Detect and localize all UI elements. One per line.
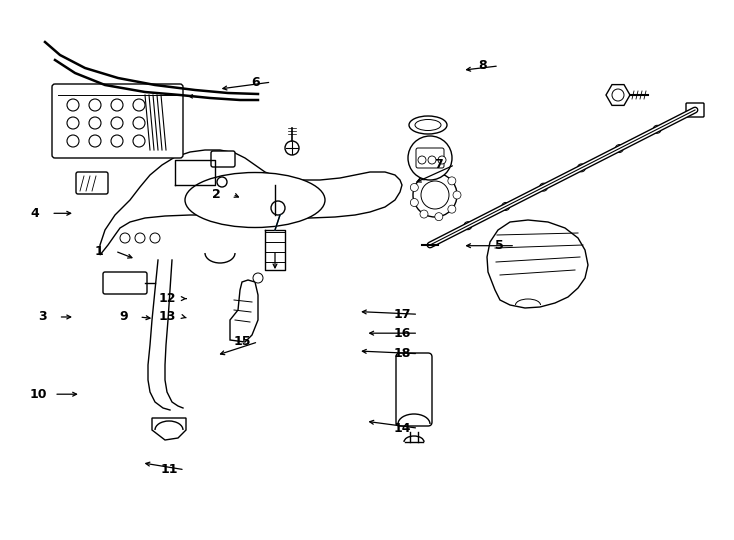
- Circle shape: [448, 177, 456, 185]
- Circle shape: [464, 222, 472, 230]
- Text: 15: 15: [233, 335, 251, 348]
- Circle shape: [453, 191, 461, 199]
- Circle shape: [111, 99, 123, 111]
- Circle shape: [612, 89, 624, 101]
- FancyBboxPatch shape: [76, 172, 108, 194]
- Polygon shape: [152, 418, 186, 440]
- FancyBboxPatch shape: [103, 272, 147, 294]
- Circle shape: [578, 164, 586, 172]
- Circle shape: [420, 172, 428, 180]
- Text: 12: 12: [159, 292, 176, 305]
- Circle shape: [615, 145, 623, 153]
- Circle shape: [502, 202, 509, 211]
- Circle shape: [89, 135, 101, 147]
- FancyBboxPatch shape: [211, 151, 235, 167]
- Text: 3: 3: [38, 310, 47, 323]
- Text: 7: 7: [435, 158, 443, 171]
- Text: 11: 11: [160, 463, 178, 476]
- Circle shape: [539, 183, 548, 191]
- Circle shape: [217, 177, 227, 187]
- Text: 17: 17: [393, 308, 411, 321]
- Circle shape: [89, 117, 101, 129]
- Circle shape: [133, 117, 145, 129]
- Text: 8: 8: [479, 59, 487, 72]
- Ellipse shape: [415, 119, 441, 131]
- Text: 18: 18: [393, 347, 411, 360]
- Polygon shape: [230, 280, 258, 342]
- Circle shape: [133, 99, 145, 111]
- Text: 2: 2: [212, 188, 221, 201]
- Text: 9: 9: [119, 310, 128, 323]
- Circle shape: [438, 156, 446, 164]
- Circle shape: [111, 117, 123, 129]
- Circle shape: [408, 136, 452, 180]
- Circle shape: [413, 173, 457, 217]
- Text: 4: 4: [31, 207, 40, 220]
- Circle shape: [285, 141, 299, 155]
- Circle shape: [448, 205, 456, 213]
- Text: 14: 14: [393, 422, 411, 435]
- Polygon shape: [100, 150, 402, 255]
- Circle shape: [111, 135, 123, 147]
- Circle shape: [89, 99, 101, 111]
- Circle shape: [435, 213, 443, 221]
- Polygon shape: [487, 220, 588, 308]
- Circle shape: [420, 210, 428, 218]
- Circle shape: [421, 181, 449, 209]
- Text: 1: 1: [95, 245, 103, 258]
- FancyBboxPatch shape: [686, 103, 704, 117]
- Circle shape: [67, 117, 79, 129]
- FancyBboxPatch shape: [52, 84, 183, 158]
- Circle shape: [428, 156, 436, 164]
- Text: 16: 16: [393, 327, 411, 340]
- Circle shape: [150, 233, 160, 243]
- Circle shape: [418, 156, 426, 164]
- Circle shape: [67, 135, 79, 147]
- Text: 6: 6: [251, 76, 260, 89]
- Circle shape: [253, 273, 263, 283]
- Text: 5: 5: [495, 239, 504, 252]
- Circle shape: [271, 201, 285, 215]
- Circle shape: [410, 199, 418, 206]
- Ellipse shape: [185, 172, 325, 227]
- Circle shape: [120, 233, 130, 243]
- FancyBboxPatch shape: [396, 353, 432, 426]
- Circle shape: [435, 170, 443, 177]
- Circle shape: [135, 233, 145, 243]
- Circle shape: [653, 125, 661, 133]
- Circle shape: [133, 135, 145, 147]
- Circle shape: [67, 99, 79, 111]
- FancyBboxPatch shape: [416, 148, 444, 168]
- Text: 13: 13: [159, 310, 176, 323]
- Ellipse shape: [409, 116, 447, 134]
- Text: 10: 10: [29, 388, 47, 401]
- Circle shape: [410, 184, 418, 192]
